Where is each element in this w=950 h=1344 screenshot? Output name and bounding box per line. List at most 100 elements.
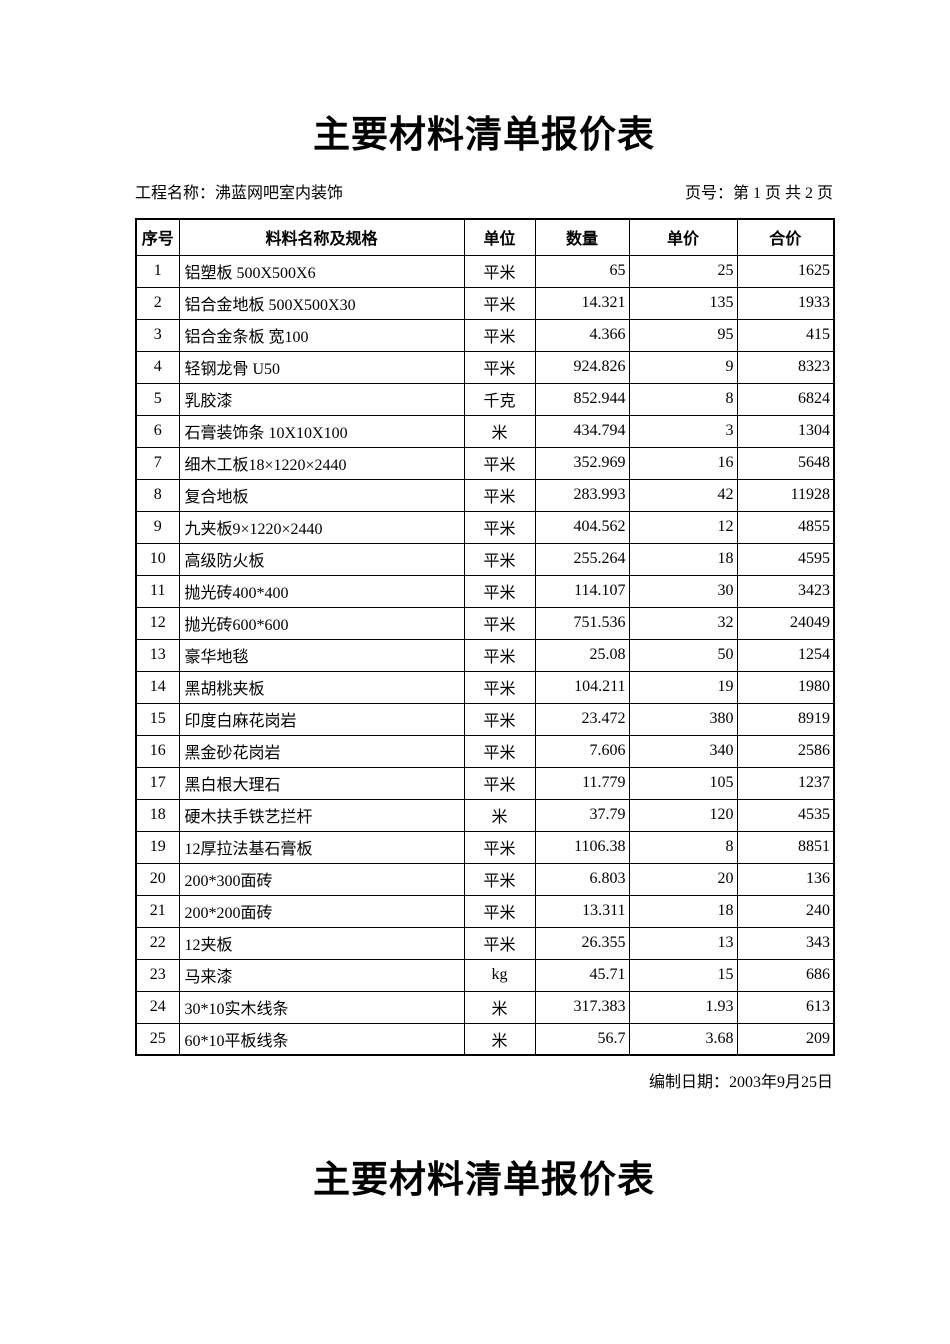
material-name-cell: 12夹板 bbox=[178, 926, 465, 960]
project-name-label: 工程名称： bbox=[135, 185, 216, 202]
unit-price-cell: 8 bbox=[628, 382, 738, 416]
unit-cell: 米 bbox=[463, 798, 536, 832]
total-price-cell: 1980 bbox=[736, 670, 835, 704]
total-price-cell: 6824 bbox=[736, 382, 835, 416]
material-name-cell: 轻钢龙骨 U50 bbox=[178, 350, 465, 384]
unit-cell: 平米 bbox=[463, 606, 536, 640]
quantity-cell: 56.7 bbox=[534, 1022, 630, 1056]
unit-cell: 平米 bbox=[463, 702, 536, 736]
table-row: 18 硬木扶手铁艺拦杆米 37.79 120 4535 bbox=[135, 798, 835, 832]
total-price-cell: 8323 bbox=[736, 350, 835, 384]
info-row: 工程名称：沸蓝网吧室内装饰 页号：第 1 页 共 2 页 bbox=[135, 184, 833, 204]
quantity-cell: 4.366 bbox=[534, 318, 630, 352]
total-price-cell: 8851 bbox=[736, 830, 835, 864]
unit-price-cell: 120 bbox=[628, 798, 738, 832]
quantity-cell: 104.211 bbox=[534, 670, 630, 704]
unit-cell: 米 bbox=[463, 1022, 536, 1056]
total-price-cell: 3423 bbox=[736, 574, 835, 608]
index-cell: 17 bbox=[135, 766, 180, 800]
material-name-cell: 乳胶漆 bbox=[178, 382, 465, 416]
unit-cell: 平米 bbox=[463, 510, 536, 544]
total-price-cell: 24049 bbox=[736, 606, 835, 640]
project-name-line: 工程名称：沸蓝网吧室内装饰 bbox=[135, 184, 343, 204]
column-header-unit-price: 单价 bbox=[628, 218, 738, 256]
table-row: 17 黑白根大理石 平米 11.779 105 1237 bbox=[135, 766, 835, 800]
unit-price-cell: 8 bbox=[628, 830, 738, 864]
total-price-cell: 4595 bbox=[736, 542, 835, 576]
index-cell: 25 bbox=[135, 1022, 180, 1056]
total-price-cell: 5648 bbox=[736, 446, 835, 480]
quantity-cell: 11.779 bbox=[534, 766, 630, 800]
unit-cell: 平米 bbox=[463, 542, 536, 576]
material-name-cell: 黑金砂花岗岩 bbox=[178, 734, 465, 768]
page-title: 主要材料清单报价表 bbox=[313, 114, 655, 155]
compile-date: 编制日期：2003年9月25日 bbox=[648, 1074, 833, 1091]
unit-price-cell: 13 bbox=[628, 926, 738, 960]
quantity-cell: 283.993 bbox=[534, 478, 630, 512]
unit-price-cell: 42 bbox=[628, 478, 738, 512]
unit-cell: 平米 bbox=[463, 926, 536, 960]
total-price-cell: 1254 bbox=[736, 638, 835, 672]
material-name-cell: 12厚拉法基石膏板 bbox=[178, 830, 465, 864]
total-price-cell: 240 bbox=[736, 894, 835, 928]
unit-price-cell: 1.93 bbox=[628, 990, 738, 1024]
material-name-cell: 铝塑板 500X500X6 bbox=[178, 254, 465, 288]
unit-cell: 平米 bbox=[463, 862, 536, 896]
unit-price-cell: 3 bbox=[628, 414, 738, 448]
quantity-cell: 114.107 bbox=[534, 574, 630, 608]
index-cell: 18 bbox=[135, 798, 180, 832]
material-name-cell: 复合地板 bbox=[178, 478, 465, 512]
quantity-cell: 13.311 bbox=[534, 894, 630, 928]
unit-cell: 千克 bbox=[463, 382, 536, 416]
materials-table-body: 1 铝塑板 500X500X6 平米 65 25 1625 2 铝合金地板 500X500X3… bbox=[135, 254, 835, 1056]
index-cell: 22 bbox=[135, 926, 180, 960]
material-name-cell: 60*10平板线条 bbox=[178, 1022, 465, 1056]
unit-price-cell: 340 bbox=[628, 734, 738, 768]
unit-price-cell: 380 bbox=[628, 702, 738, 736]
table-row: 20 200*300面砖 平米 6.803 20 136 bbox=[135, 862, 835, 896]
unit-cell: 平米 bbox=[463, 286, 536, 320]
column-header-unit: 单位 bbox=[463, 218, 536, 256]
column-header-name: 料料名称及规格 bbox=[178, 218, 465, 256]
table-row: 23 马来漆 kg 45.71 15 686 bbox=[135, 958, 835, 992]
index-cell: 23 bbox=[135, 958, 180, 992]
material-name-cell: 石膏装饰条 10X10X100 bbox=[178, 414, 465, 448]
quantity-cell: 26.355 bbox=[534, 926, 630, 960]
total-price-cell: 343 bbox=[736, 926, 835, 960]
material-name-cell: 200*200面砖 bbox=[178, 894, 465, 928]
unit-cell: 平米 bbox=[463, 830, 536, 864]
quantity-cell: 852.944 bbox=[534, 382, 630, 416]
total-price-cell: 415 bbox=[736, 318, 835, 352]
table-row: 19 12厚拉法基石膏板 平米 1106.38 8 8851 bbox=[135, 830, 835, 864]
index-cell: 5 bbox=[135, 382, 180, 416]
table-row: 9 九夹板9×1220×2440 平米 404.562 12 4855 bbox=[135, 510, 835, 544]
total-price-cell: 1304 bbox=[736, 414, 835, 448]
quantity-cell: 23.472 bbox=[534, 702, 630, 736]
index-cell: 16 bbox=[135, 734, 180, 768]
unit-price-cell: 19 bbox=[628, 670, 738, 704]
total-price-cell: 136 bbox=[736, 862, 835, 896]
total-price-cell: 1625 bbox=[736, 254, 835, 288]
material-name-cell: 马来漆 bbox=[178, 958, 465, 992]
quantity-cell: 404.562 bbox=[534, 510, 630, 544]
quantity-cell: 924.826 bbox=[534, 350, 630, 384]
unit-price-cell: 3.68 bbox=[628, 1022, 738, 1056]
table-row: 12 抛光砖600*600 平米 751.536 32 24049 bbox=[135, 606, 835, 640]
page-number-label: 页号：第 1 页 共 2 页 bbox=[684, 185, 833, 202]
total-price-cell: 1933 bbox=[736, 286, 835, 320]
total-price-cell: 613 bbox=[736, 990, 835, 1024]
document-sheet: 主要材料清单报价表 工程名称：沸蓝网吧室内装饰 页号：第 1 页 共 2 页 序… bbox=[135, 0, 835, 1203]
unit-price-cell: 18 bbox=[628, 542, 738, 576]
unit-cell: 平米 bbox=[463, 574, 536, 608]
quantity-cell: 1106.38 bbox=[534, 830, 630, 864]
unit-cell: 平米 bbox=[463, 478, 536, 512]
unit-price-cell: 16 bbox=[628, 446, 738, 480]
material-name-cell: 印度白麻花岗岩 bbox=[178, 702, 465, 736]
unit-price-cell: 25 bbox=[628, 254, 738, 288]
material-name-cell: 抛光砖400*400 bbox=[178, 574, 465, 608]
index-cell: 3 bbox=[135, 318, 180, 352]
material-name-cell: 豪华地毯 bbox=[178, 638, 465, 672]
table-row: 11 抛光砖400*400 平米 114.107 30 3423 bbox=[135, 574, 835, 608]
table-row: 14 黑胡桃夹板 平米 104.211 19 1980 bbox=[135, 670, 835, 704]
table-row: 25 60*10平板线条米 56.7 3.68 209 bbox=[135, 1022, 835, 1056]
